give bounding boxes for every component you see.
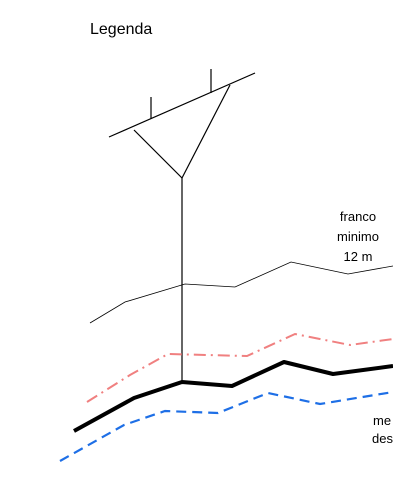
cut-label-line-1: me (373, 413, 391, 428)
dash-dot-line (86, 332, 393, 403)
cut-label-line-2: des (372, 431, 393, 446)
legend-title: Legenda (90, 21, 152, 38)
clearance-label-line-3: 12 m (344, 249, 373, 264)
pylon-crossarm (108, 72, 256, 138)
clearance-label-line-1: franco (340, 209, 376, 224)
cut-label: me des (372, 413, 393, 446)
clearance-line (89, 261, 393, 324)
clearance-label-line-2: minimo (337, 229, 379, 244)
dashed-line (59, 390, 393, 462)
pylon-brace-right (181, 84, 231, 179)
ground-line (73, 360, 393, 433)
clearance-label: franco minimo 12 m (337, 209, 379, 264)
pylon-brace-left (133, 129, 183, 179)
pylon (108, 69, 256, 381)
